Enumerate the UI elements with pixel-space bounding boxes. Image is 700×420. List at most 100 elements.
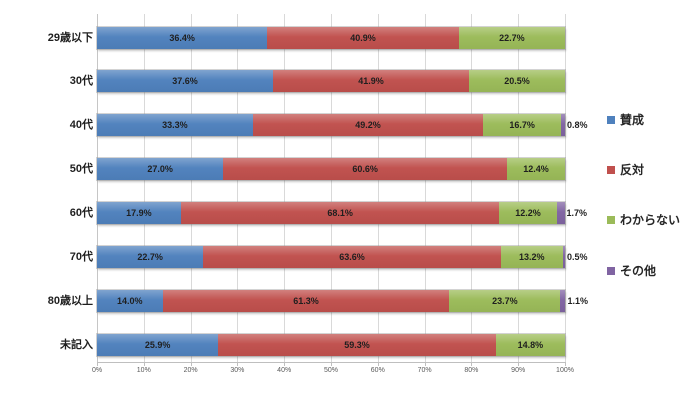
data-label: 37.6%: [172, 76, 198, 87]
bar-row: 22.7% 63.6% 13.2%: [97, 246, 565, 268]
x-tick-mark: [284, 362, 286, 366]
legend-label: その他: [620, 264, 657, 278]
category-label: 50代: [69, 163, 93, 176]
data-label: 20.5%: [504, 76, 530, 87]
gridline: [518, 14, 520, 362]
bar-segment: 14.0%: [97, 289, 163, 312]
bar-segment: 33.3%: [97, 114, 253, 137]
legend-swatch: [607, 165, 615, 174]
x-tick-label: 20%: [183, 367, 198, 374]
bar-segment: 41.9%: [272, 70, 470, 93]
x-tick-mark: [97, 362, 98, 366]
bar-segment: 22.7%: [97, 246, 204, 268]
category-label: 30代: [69, 75, 93, 88]
category-label: 29歳以下: [47, 31, 93, 44]
bar-segment: 36.4%: [97, 26, 268, 49]
gridline: [471, 14, 473, 362]
x-tick-mark: [471, 362, 473, 366]
plot-area: 36.4% 40.9% 22.7% 37.6% 41.9% 20.5% 33.3% 49.2%…: [97, 14, 588, 362]
data-label: 12.4%: [523, 164, 549, 175]
bar-row: 37.6% 41.9% 20.5%: [97, 70, 565, 93]
gridline: [237, 14, 239, 362]
bar-segment: 20.5%: [469, 70, 565, 93]
bar-row: 27.0% 60.6% 12.4%: [97, 158, 565, 181]
bar-row: 14.0% 61.3% 23.7%: [97, 289, 566, 312]
gridline: [143, 14, 145, 362]
bar-segment: 40.9%: [267, 26, 459, 49]
data-label: 41.9%: [358, 76, 384, 87]
category-label: 80歳以上: [47, 294, 93, 307]
data-label: 14.0%: [116, 295, 143, 306]
x-tick-label: 40%: [277, 367, 292, 374]
bar-segment: 23.7%: [449, 289, 561, 312]
x-tick-label: 30%: [230, 367, 245, 374]
bar-segment: 59.3%: [218, 333, 496, 356]
bar-segment: [561, 114, 565, 137]
x-tick-label: 100%: [556, 367, 574, 374]
bar-segment: 37.6%: [97, 70, 273, 93]
x-tick-mark: [331, 362, 332, 366]
bar-row: 36.4% 40.9% 22.7%: [97, 26, 565, 49]
bar-segment: 13.2%: [500, 246, 563, 268]
bar-segment: 63.6%: [203, 246, 501, 268]
legend-item: 反対: [607, 162, 644, 177]
bar-segment: 25.9%: [97, 333, 219, 356]
data-label: 22.7%: [499, 32, 525, 43]
bar-segment: 12.4%: [506, 158, 565, 181]
x-tick-mark: [518, 362, 520, 366]
legend-item: その他: [607, 263, 656, 278]
x-tick-label: 80%: [464, 367, 479, 374]
data-label: 22.7%: [137, 252, 163, 262]
x-tick-label: 70%: [417, 367, 432, 374]
data-label: 68.1%: [327, 208, 353, 219]
bar-segment: 22.7%: [458, 26, 565, 49]
data-label: 40.9%: [350, 32, 376, 43]
bar-segment: 14.8%: [495, 333, 565, 356]
gridline: [190, 14, 192, 362]
legend-label: 反対: [620, 163, 645, 177]
legend-swatch: [607, 266, 615, 275]
data-label: 23.7%: [492, 295, 518, 306]
category-label: 未記入: [60, 338, 93, 351]
bar-segment: 27.0%: [97, 158, 224, 181]
bar-row: 25.9% 59.3% 14.8%: [97, 333, 565, 356]
data-label-outside: 1.7%: [566, 208, 588, 219]
data-label: 59.3%: [344, 339, 370, 350]
x-tick-mark: [143, 362, 145, 366]
bar-segment: 17.9%: [97, 202, 181, 225]
data-label: 14.8%: [517, 339, 544, 350]
data-label: 33.3%: [162, 120, 188, 131]
bar-segment: 60.6%: [223, 158, 507, 181]
x-tick-label: 50%: [323, 367, 339, 374]
x-tick-mark: [237, 362, 239, 366]
data-label: 16.7%: [509, 120, 535, 131]
gridline: [97, 14, 98, 362]
legend-swatch: [607, 215, 615, 224]
bar-segment: [556, 202, 565, 225]
legend-item: わからない: [607, 212, 680, 227]
legend-label: 賛成: [620, 113, 645, 127]
gridline: [565, 14, 566, 362]
data-label-outside: 1.1%: [567, 295, 588, 306]
data-label: 17.9%: [126, 208, 152, 219]
data-label: 12.2%: [515, 208, 541, 219]
category-label: 60代: [69, 207, 93, 220]
x-tick-label: 0%: [91, 367, 103, 374]
legend-label: わからない: [620, 213, 681, 227]
gridline: [424, 14, 426, 362]
data-label: 61.3%: [293, 295, 319, 306]
legend-item: 賛成: [607, 112, 644, 127]
bar-segment: 49.2%: [252, 114, 484, 137]
gridline: [331, 14, 332, 362]
x-tick-label: 10%: [136, 367, 151, 374]
x-tick-mark: [424, 362, 426, 366]
x-tick-mark: [190, 362, 192, 366]
x-tick-mark: [565, 362, 566, 366]
data-label-outside: 0.5%: [567, 252, 588, 262]
bar-segment: [562, 246, 565, 268]
bar-segment: 16.7%: [483, 114, 562, 137]
legend-swatch: [607, 115, 615, 124]
data-label: 49.2%: [355, 120, 381, 131]
category-label: 70代: [69, 251, 93, 263]
